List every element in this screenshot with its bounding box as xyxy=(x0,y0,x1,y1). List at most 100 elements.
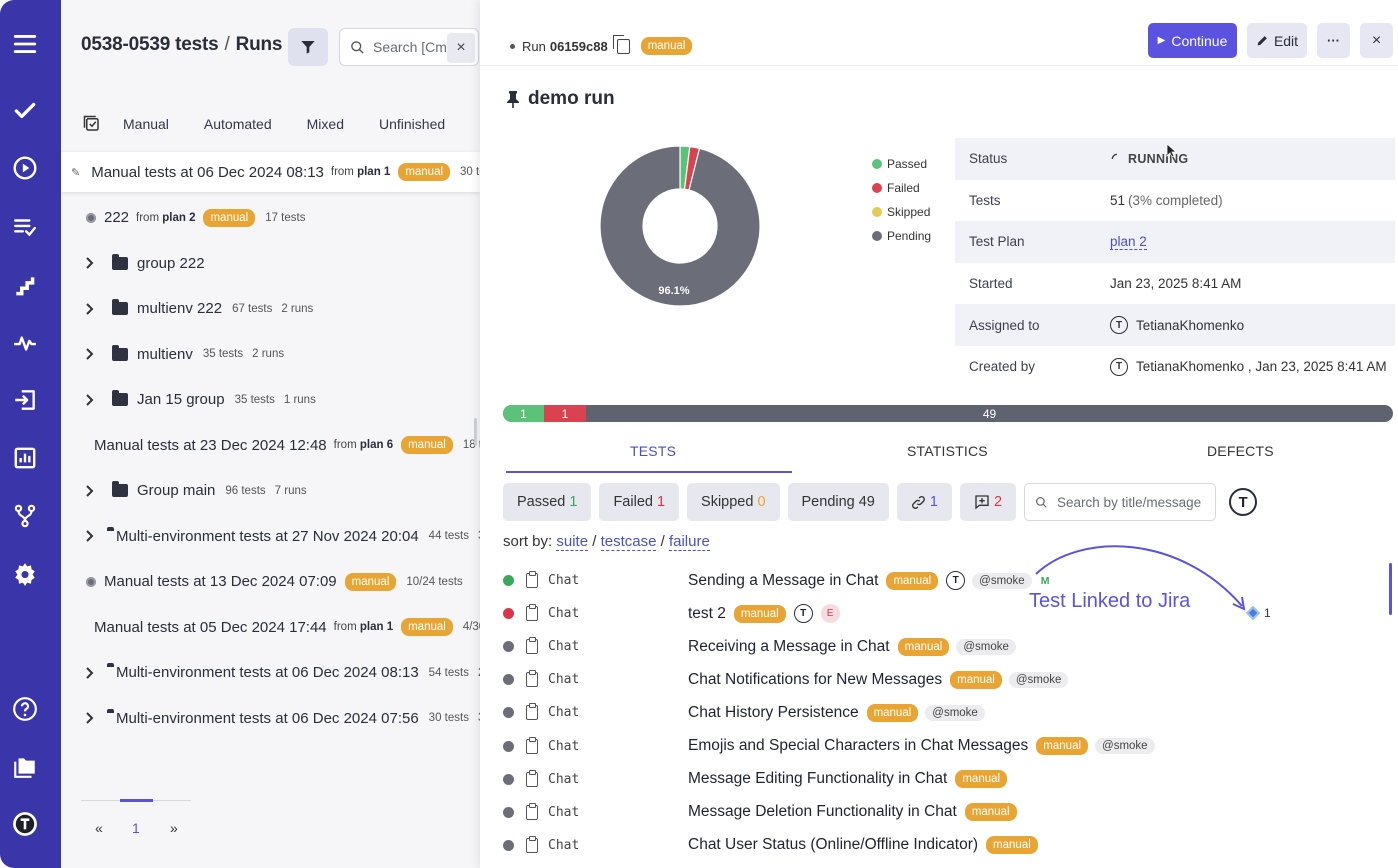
group-title: Jan 15 group xyxy=(137,391,225,408)
chevron-right-icon[interactable] xyxy=(85,257,99,269)
list-check-icon[interactable] xyxy=(11,213,39,241)
more-options-button[interactable]: ··· xyxy=(1317,23,1350,58)
test-marker: M xyxy=(1040,574,1050,587)
test-title: Message Deletion Functionality in Chat xyxy=(688,803,957,821)
tab-statistics[interactable]: STATISTICS xyxy=(907,443,988,459)
clear-search-button[interactable]: × xyxy=(447,33,475,63)
run-title: Manual tests at 23 Dec 2024 12:48 xyxy=(94,436,327,454)
folder-icon xyxy=(112,253,128,270)
tab-automated[interactable]: Automated xyxy=(203,116,272,132)
pin-icon[interactable] xyxy=(506,90,520,108)
test-row[interactable]: Chat Message Editing Functionality in Cha… xyxy=(503,763,1363,796)
test-type-badge: manual xyxy=(866,703,919,722)
user-filter-avatar[interactable]: T xyxy=(1229,488,1258,516)
run-group-row[interactable]: Multi-environment tests at 06 Dec 2024 0… xyxy=(61,653,480,693)
tab-manual[interactable]: Manual xyxy=(123,116,169,132)
pulse-icon[interactable] xyxy=(11,329,39,357)
check-icon[interactable] xyxy=(11,97,39,125)
next-page-button[interactable]: » xyxy=(170,820,178,836)
legend-pending[interactable]: Pending xyxy=(872,224,931,248)
chevron-right-icon[interactable] xyxy=(85,348,99,360)
tab-mixed[interactable]: Mixed xyxy=(306,116,344,132)
sort-separator: / xyxy=(592,533,597,550)
test-row[interactable]: Chat Emojis and Special Characters in Cha… xyxy=(503,730,1363,763)
prev-page-button[interactable]: « xyxy=(95,820,103,836)
assigned-user[interactable]: TetianaKhomenko xyxy=(1136,317,1245,333)
run-row[interactable]: Manual tests at 23 Dec 2024 12:48 from pl… xyxy=(61,425,480,465)
test-search-input[interactable]: Search by title/message xyxy=(1024,483,1217,521)
play-icon[interactable] xyxy=(11,154,39,182)
filter-links-button[interactable]: 1 xyxy=(896,483,952,521)
run-label: Run xyxy=(522,38,546,54)
avatar-icon[interactable] xyxy=(11,810,39,838)
steps-icon[interactable] xyxy=(11,271,39,299)
run-group-row[interactable]: multienv 35 tests 2 runs xyxy=(61,334,480,374)
run-group-row[interactable]: multienv 222 67 tests 2 runs xyxy=(61,289,480,329)
run-row[interactable]: Manual tests at 13 Dec 2024 07:09 manual 1… xyxy=(61,562,480,602)
filter-passed-button[interactable]: Passed 1 xyxy=(503,483,592,521)
chart-icon[interactable] xyxy=(11,444,39,472)
test-row[interactable]: Chat Chat Notifications for New Messages m… xyxy=(503,663,1363,696)
sort-testcase-link[interactable]: testcase xyxy=(600,533,657,551)
run-row[interactable]: 222 from plan 2 manual 17 tests xyxy=(61,198,480,238)
page-1-button[interactable]: 1 xyxy=(132,820,140,836)
folder-icon[interactable] xyxy=(11,752,39,780)
test-row[interactable]: Chat Message Deletion Functionality in Ch… xyxy=(503,796,1363,829)
test-type-badge: manual xyxy=(897,637,950,656)
test-row[interactable]: Chat Sending a Message in Chat manual T @smo… xyxy=(503,564,1363,597)
help-icon[interactable] xyxy=(11,695,39,723)
test-row[interactable]: Chat Chat User Status (Online/Offline Ind… xyxy=(503,829,1363,862)
legend-failed[interactable]: Failed xyxy=(872,176,931,200)
chevron-right-icon[interactable] xyxy=(85,666,94,679)
chevron-right-icon[interactable] xyxy=(85,393,99,406)
test-title: Receiving a Message in Chat xyxy=(688,637,890,655)
chevron-right-icon[interactable] xyxy=(85,530,94,542)
copy-icon[interactable] xyxy=(612,34,630,54)
test-row[interactable]: Chat test 2 manual T E xyxy=(503,597,1363,630)
import-icon[interactable] xyxy=(11,386,39,414)
filter-skipped-button[interactable]: Skipped 0 xyxy=(687,483,780,521)
run-type-badge: manual xyxy=(203,208,256,227)
donut-pending[interactable] xyxy=(600,145,761,307)
select-all-icon[interactable] xyxy=(83,115,101,133)
filter-button[interactable] xyxy=(288,28,328,66)
project-name[interactable]: 0538-0539 tests xyxy=(81,34,219,55)
filter-failed-button[interactable]: Failed 1 xyxy=(599,483,680,521)
test-plan-link[interactable]: plan 2 xyxy=(1110,233,1147,250)
tab-unfinished[interactable]: Unfinished xyxy=(379,116,446,132)
legend-skipped[interactable]: Skipped xyxy=(872,200,931,224)
chevron-right-icon[interactable] xyxy=(85,712,94,724)
legend-passed[interactable]: Passed xyxy=(872,152,931,176)
tab-tests[interactable]: TESTS xyxy=(630,443,677,459)
filter-pending-button[interactable]: Pending 49 xyxy=(787,483,889,521)
gear-icon[interactable] xyxy=(11,560,39,588)
tests-scrollbar[interactable] xyxy=(1389,563,1392,615)
run-group-row[interactable]: Multi-environment tests at 06 Dec 2024 0… xyxy=(61,698,480,738)
branch-icon[interactable] xyxy=(11,502,39,530)
run-group-row[interactable]: group 222 xyxy=(61,243,480,283)
sort-separator: / xyxy=(660,533,665,550)
continue-button[interactable]: ▶ Continue xyxy=(1148,23,1237,58)
test-status-icon xyxy=(503,608,514,620)
tab-defects[interactable]: DEFECTS xyxy=(1207,443,1274,459)
run-row[interactable]: ✎ Manual tests at 06 Dec 2024 08:13 from p… xyxy=(61,152,480,192)
run-row[interactable]: Manual tests at 05 Dec 2024 17:44 from pl… xyxy=(61,607,480,647)
run-group-row[interactable]: Jan 15 group 35 tests 1 runs xyxy=(61,380,480,420)
chevron-right-icon[interactable] xyxy=(85,302,99,315)
jira-count: 1 xyxy=(1264,606,1271,620)
sort-failure-link[interactable]: failure xyxy=(668,533,710,551)
jira-link[interactable]: 1 xyxy=(1245,605,1271,621)
runs-scrollbar[interactable] xyxy=(474,418,477,446)
test-row[interactable]: Chat Receiving a Message in Chat manual @sm… xyxy=(503,630,1363,663)
run-group-row[interactable]: Multi-environment tests at 27 Nov 2024 2… xyxy=(61,516,480,556)
filter-notes-button[interactable]: 2 xyxy=(959,483,1017,521)
group-title: group 222 xyxy=(137,254,205,272)
edit-button[interactable]: Edit xyxy=(1247,23,1307,58)
run-group-row[interactable]: Group main 96 tests 7 runs xyxy=(61,471,480,511)
test-row[interactable]: Chat Chat History Persistence manual @smoke xyxy=(503,696,1363,729)
menu-icon[interactable] xyxy=(11,30,39,58)
chevron-right-icon[interactable] xyxy=(85,484,99,497)
sort-suite-link[interactable]: suite xyxy=(556,533,589,551)
test-type-badge: manual xyxy=(950,670,1002,689)
close-button[interactable]: × xyxy=(1360,23,1393,58)
